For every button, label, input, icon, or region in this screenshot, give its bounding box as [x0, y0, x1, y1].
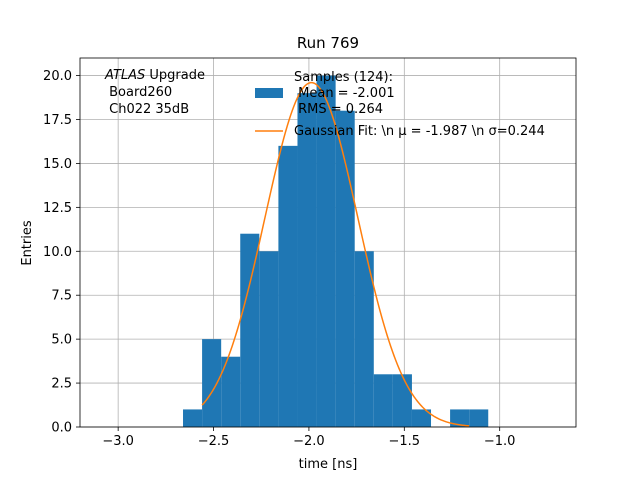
y-tick-label: 5.0 — [51, 333, 72, 348]
y-tick-label: 2.5 — [51, 377, 72, 392]
gaussian-fit-curve — [201, 81, 470, 427]
histogram-bar — [259, 251, 279, 427]
histogram-bar — [278, 145, 298, 427]
x-tick-label: −1.0 — [484, 434, 516, 449]
legend-samples-mean: Mean = -2.001 — [294, 86, 395, 101]
legend: Samples (124): Mean = -2.001 RMS = 0.264… — [255, 70, 545, 139]
histogram-bars — [183, 75, 489, 428]
y-tick-label: 20.0 — [43, 69, 72, 84]
histogram-bar — [221, 356, 241, 427]
histogram-bar — [202, 339, 222, 427]
y-tick-label: 7.5 — [51, 289, 72, 304]
legend-samples-title: Samples (124): — [294, 70, 393, 85]
legend-samples-rms: RMS = 0.264 — [294, 102, 383, 117]
x-tick-label: −2.0 — [293, 434, 325, 449]
atlas-annotation-line2: Board260 — [105, 85, 172, 100]
histogram-bar — [450, 409, 470, 427]
histogram-bar — [316, 75, 336, 428]
x-axis-label: time [ns] — [299, 457, 358, 472]
x-tick-label: −1.5 — [389, 434, 421, 449]
histogram-bar — [354, 251, 374, 427]
x-tick-label: −3.0 — [102, 434, 134, 449]
atlas-annotation-line1: ATLAS Upgrade — [104, 68, 205, 83]
y-tick-label: 0.0 — [51, 421, 72, 436]
axis-ticks: −3.0 −2.5 −2.0 −1.5 −1.0 0.0 2.5 5.0 7.5 10.0 12.5… — [43, 69, 515, 449]
y-tick-label: 12.5 — [43, 201, 72, 216]
x-tick-label: −2.5 — [198, 434, 230, 449]
chart-title: Run 769 — [297, 34, 359, 52]
atlas-annotation-line3: Ch022 35dB — [105, 102, 189, 117]
y-tick-label: 17.5 — [43, 113, 72, 128]
histogram-bar — [335, 110, 355, 427]
legend-fit-label: Gaussian Fit: \n μ = -1.987 \n σ=0.244 — [294, 124, 545, 139]
histogram-bar — [469, 409, 489, 427]
legend-patch-samples — [255, 88, 283, 98]
histogram-bar — [297, 93, 317, 428]
histogram-bar — [411, 409, 432, 427]
atlas-label: ATLAS — [104, 68, 145, 83]
y-tick-label: 15.0 — [43, 157, 72, 172]
upgrade-label: Upgrade — [145, 68, 205, 83]
axes-frame — [79, 57, 577, 428]
histogram-bar — [373, 374, 393, 427]
y-tick-label: 10.0 — [43, 245, 72, 260]
histogram-bar — [392, 374, 412, 427]
y-axis-label: Entries — [20, 220, 35, 266]
histogram-bar — [240, 233, 260, 427]
histogram-bar — [183, 409, 203, 427]
